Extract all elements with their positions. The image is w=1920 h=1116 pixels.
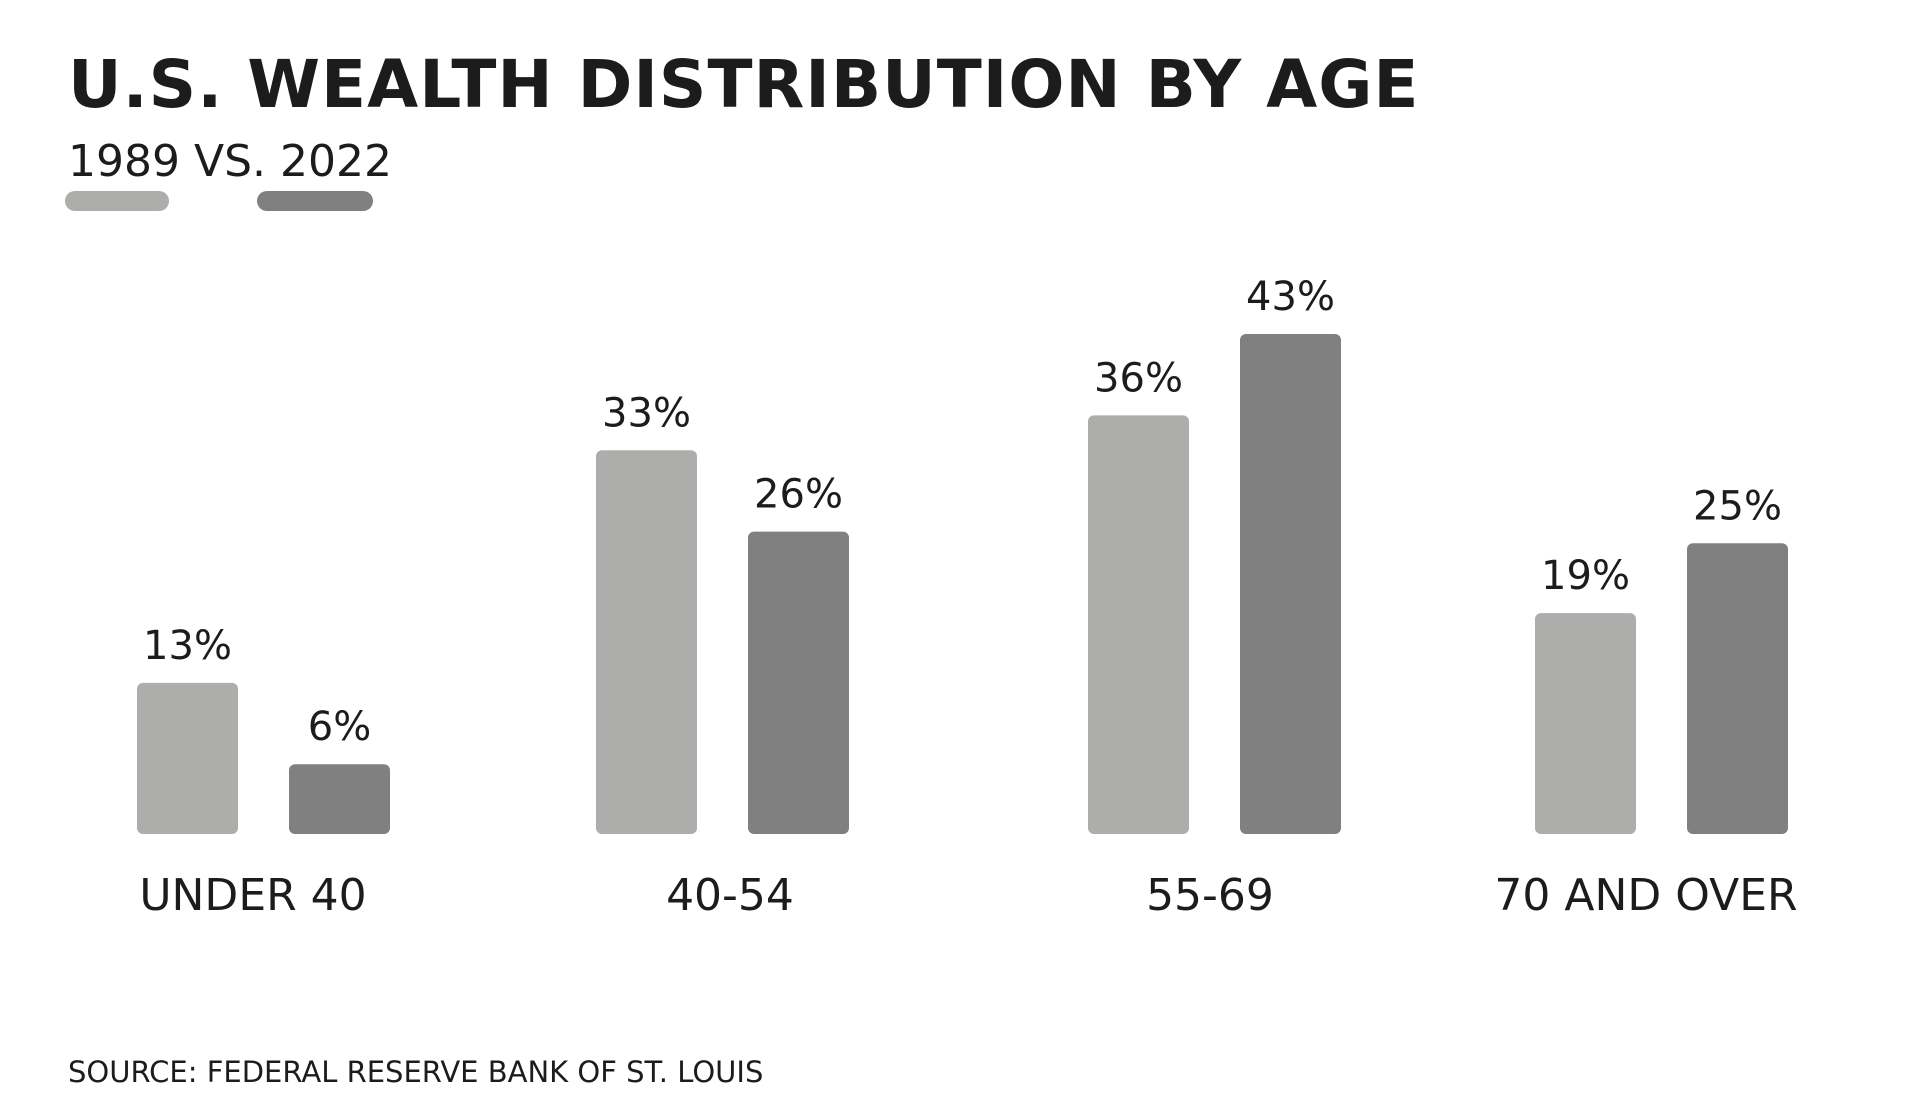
bar-under-40-2022 xyxy=(289,764,390,834)
data-label-70-and-over-2022: 25% xyxy=(1693,483,1782,529)
data-label-55-69-1989: 36% xyxy=(1094,355,1183,401)
bar-55-69-2022 xyxy=(1240,334,1341,834)
chart-subtitle: 1989 VS. 2022 xyxy=(68,136,392,187)
bar-70-and-over-2022 xyxy=(1687,543,1788,834)
data-label-under-40-2022: 6% xyxy=(308,704,371,750)
bar-55-69-1989 xyxy=(1088,415,1189,834)
data-label-55-69-2022: 43% xyxy=(1246,274,1335,320)
source-note: SOURCE: FEDERAL RESERVE BANK OF ST. LOUI… xyxy=(68,1055,764,1089)
category-label-70-and-over: 70 AND OVER xyxy=(1494,870,1797,921)
category-label-under-40: UNDER 40 xyxy=(139,870,366,921)
bar-40-54-2022 xyxy=(748,531,849,834)
chart-title: U.S. WEALTH DISTRIBUTION BY AGE xyxy=(68,46,1420,123)
legend-swatch-1989 xyxy=(65,191,169,211)
category-label-55-69: 55-69 xyxy=(1146,870,1274,921)
legend-swatch-2022 xyxy=(257,191,373,211)
bar-70-and-over-1989 xyxy=(1535,613,1636,834)
category-label-40-54: 40-54 xyxy=(666,870,794,921)
data-label-under-40-1989: 13% xyxy=(143,623,232,669)
bar-under-40-1989 xyxy=(137,682,238,834)
bar-40-54-1989 xyxy=(596,450,697,834)
data-label-70-and-over-1989: 19% xyxy=(1541,553,1630,599)
data-label-40-54-1989: 33% xyxy=(602,390,691,436)
data-label-40-54-2022: 26% xyxy=(754,472,843,518)
